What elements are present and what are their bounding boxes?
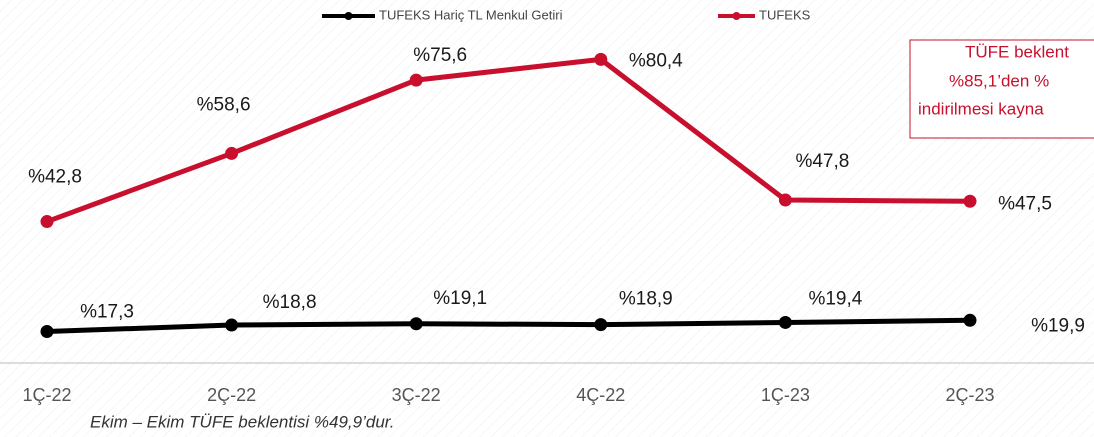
data-label: %75,6 xyxy=(413,45,467,66)
data-point xyxy=(778,315,792,329)
x-tick-label: 2Ç-22 xyxy=(207,385,256,405)
data-label: %47,8 xyxy=(795,151,849,172)
data-point xyxy=(409,317,423,331)
data-label: %42,8 xyxy=(28,167,82,188)
data-point xyxy=(225,146,239,160)
legend-marker xyxy=(732,12,741,20)
data-label: %18,8 xyxy=(263,292,317,313)
data-label: %19,1 xyxy=(433,288,487,309)
legend-label: TUFEKS Hariç TL Menkul Getiri xyxy=(379,7,563,22)
x-tick-label: 2Ç-23 xyxy=(945,385,994,405)
data-point xyxy=(778,193,792,207)
data-point xyxy=(594,52,608,66)
data-point xyxy=(594,318,608,332)
annotation-line: TÜFE beklent xyxy=(965,42,1069,61)
x-tick-label: 1Ç-22 xyxy=(22,385,71,405)
data-point xyxy=(409,73,423,87)
data-point xyxy=(963,313,977,327)
legend-marker xyxy=(344,12,353,20)
annotation-line: %85,1’den % xyxy=(949,71,1049,90)
annotation-box xyxy=(909,39,1094,139)
data-label: %17,3 xyxy=(80,302,134,323)
x-tick-label: 3Ç-22 xyxy=(392,385,441,405)
data-point xyxy=(225,318,239,332)
data-label: %18,9 xyxy=(619,289,673,310)
data-label: %19,9 xyxy=(1031,315,1085,336)
series-line xyxy=(46,56,971,224)
footnote: Ekim – Ekim TÜFE beklentisi %49,9’dur. xyxy=(90,412,395,431)
series-line xyxy=(46,317,971,335)
data-label: %58,6 xyxy=(197,94,251,115)
data-point xyxy=(40,215,54,229)
x-tick-label: 4Ç-22 xyxy=(576,385,625,405)
annotation-line: indirilmesi kayna xyxy=(918,99,1044,118)
data-label: %47,5 xyxy=(998,193,1052,214)
data-point xyxy=(963,194,977,208)
data-label: %19,4 xyxy=(808,288,862,309)
x-tick-label: 1Ç-23 xyxy=(761,385,810,405)
data-label: %80,4 xyxy=(629,50,683,71)
legend-label: TUFEKS xyxy=(759,7,811,22)
data-point xyxy=(40,325,54,339)
